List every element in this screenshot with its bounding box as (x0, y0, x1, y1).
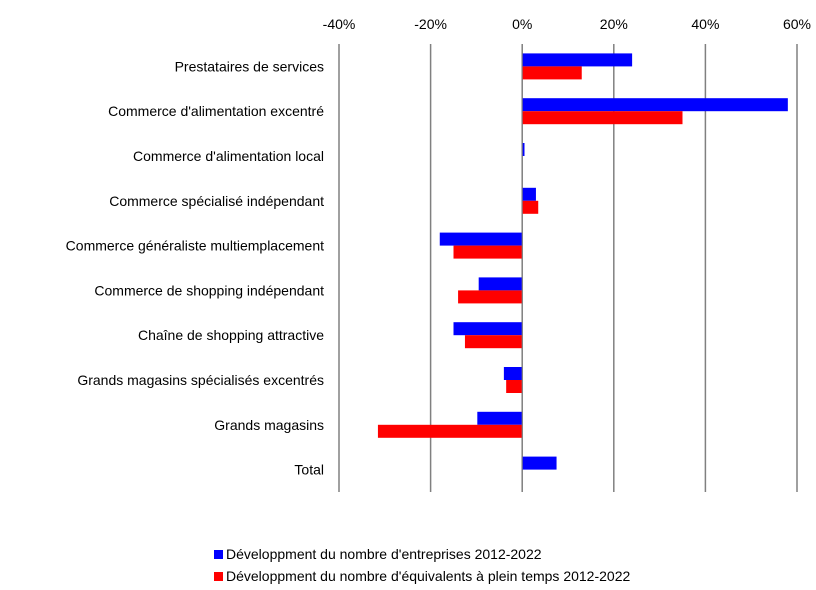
category-label: Grands magasins (214, 417, 324, 433)
bar-equivalents (377, 424, 523, 438)
legend: Développment du nombre d'entreprises 201… (214, 543, 630, 587)
category-label: Grands magasins spécialisés excentrés (77, 372, 324, 388)
bars (377, 53, 788, 470)
bar-entreprises (522, 456, 557, 470)
category-label: Chaîne de shopping attractive (138, 327, 324, 343)
bar-equivalents (506, 380, 523, 393)
bar-entreprises (522, 98, 788, 112)
category-label: Prestataires de services (175, 58, 324, 74)
x-tick-label: 60% (783, 16, 811, 32)
bar-equivalents (458, 290, 523, 304)
bar-entreprises (522, 143, 525, 156)
x-tick-label: 20% (600, 16, 628, 32)
bar-entreprises (503, 367, 523, 380)
legend-label-equivalents: Développment du nombre d'équivalents à p… (226, 568, 631, 584)
x-tick-label: 40% (691, 16, 719, 32)
category-labels: Prestataires de services Commerce d'alime… (66, 58, 325, 477)
legend-label-entreprises: Développment du nombre d'entreprises 201… (226, 546, 542, 562)
category-label: Total (294, 462, 324, 478)
bar-entreprises (522, 187, 536, 201)
bar-equivalents (522, 111, 683, 125)
bar-entreprises (439, 232, 523, 246)
bar-entreprises (478, 277, 523, 291)
category-label: Commerce généraliste multiemplacement (66, 238, 324, 254)
category-label: Commerce d'alimentation local (133, 148, 324, 164)
x-tick-label: 0% (512, 16, 532, 32)
bar-equivalents (522, 66, 582, 80)
x-tick-label: -40% (323, 16, 356, 32)
bar-equivalents (453, 245, 523, 259)
category-label: Commerce de shopping indépendant (94, 282, 324, 298)
category-label: Commerce d'alimentation excentré (108, 103, 324, 119)
bar-equivalents (464, 335, 523, 349)
bar-entreprises (453, 322, 523, 336)
category-label: Commerce spécialisé indépendant (109, 193, 324, 209)
bar-entreprises (522, 53, 633, 67)
legend-item-entreprises: Développment du nombre d'entreprises 201… (214, 543, 630, 565)
x-tick-label: -20% (414, 16, 447, 32)
legend-swatch-red (214, 571, 223, 581)
bar-equivalents (522, 200, 539, 214)
bar-entreprises (477, 411, 523, 425)
legend-item-equivalents: Développment du nombre d'équivalents à p… (214, 565, 630, 587)
bar-chart: -40% -20% 0% 20% 40% 60% Prestataires de serv… (66, 16, 811, 492)
x-axis-tick-labels: -40% -20% 0% 20% 40% 60% (323, 16, 811, 32)
legend-swatch-blue (214, 549, 223, 559)
